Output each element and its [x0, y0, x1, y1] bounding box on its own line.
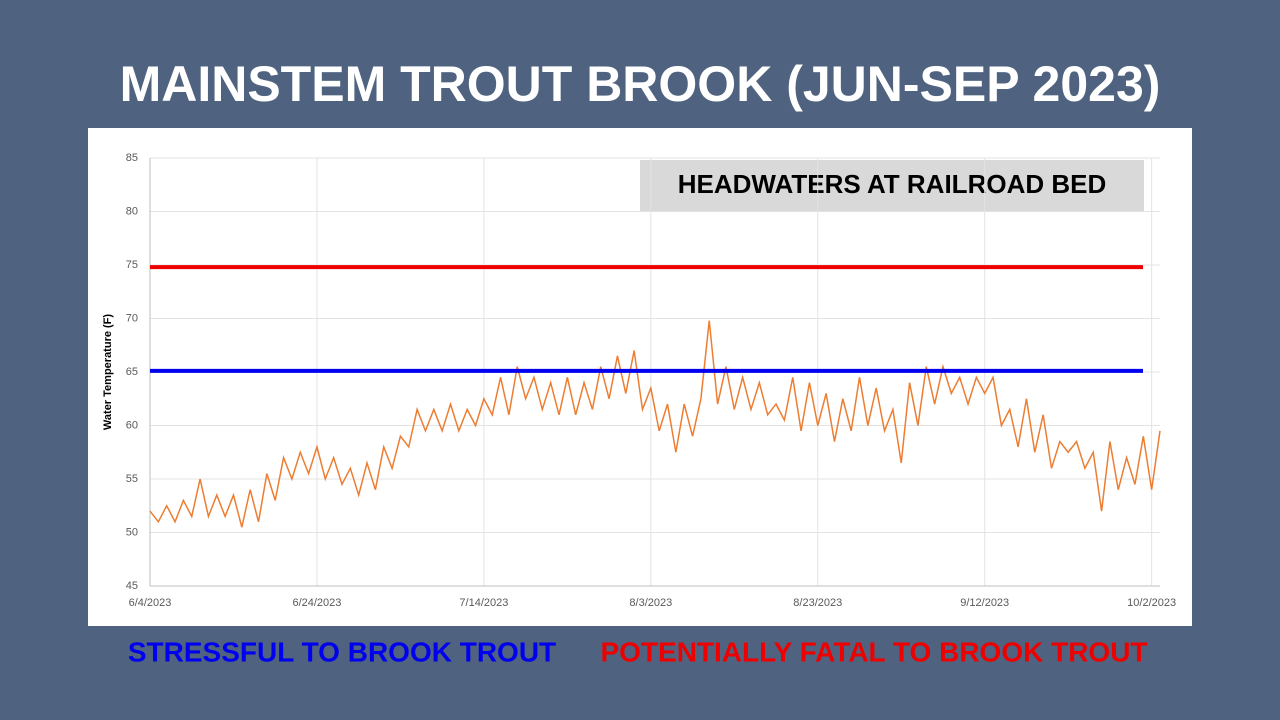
data-line: [149, 320, 1161, 528]
x-tick-label: 6/4/2023: [129, 597, 172, 609]
y-tick-label: 55: [126, 473, 138, 485]
x-tick-label: 8/3/2023: [629, 597, 672, 609]
x-tick-label: 10/2/2023: [1127, 597, 1176, 609]
y-tick-label: 80: [126, 205, 138, 217]
y-tick-label: 70: [126, 312, 138, 324]
y-tick-label: 50: [126, 526, 138, 538]
y-axis-label: Water Temperature (F): [102, 314, 114, 430]
threshold-label: POTENTIALLY FATAL TO BROOK TROUT: [600, 636, 1147, 667]
x-tick-label: 6/24/2023: [292, 597, 341, 609]
y-tick-label: 60: [126, 419, 138, 431]
y-tick-label: 85: [126, 152, 138, 164]
slide-title: MAINSTEM TROUT BROOK (JUN-SEP 2023): [120, 56, 1161, 112]
x-tick-label: 9/12/2023: [960, 597, 1009, 609]
x-tick-label: 8/23/2023: [793, 597, 842, 609]
threshold-label: STRESSFUL TO BROOK TROUT: [128, 636, 556, 667]
annotation: HEADWATERS AT RAILROAD BED: [678, 169, 1107, 199]
annotation-box: [640, 160, 1144, 211]
x-tick-label: 7/14/2023: [459, 597, 508, 609]
y-tick-label: 75: [126, 259, 138, 271]
y-tick-label: 45: [126, 580, 138, 592]
y-tick-label: 65: [126, 366, 138, 378]
